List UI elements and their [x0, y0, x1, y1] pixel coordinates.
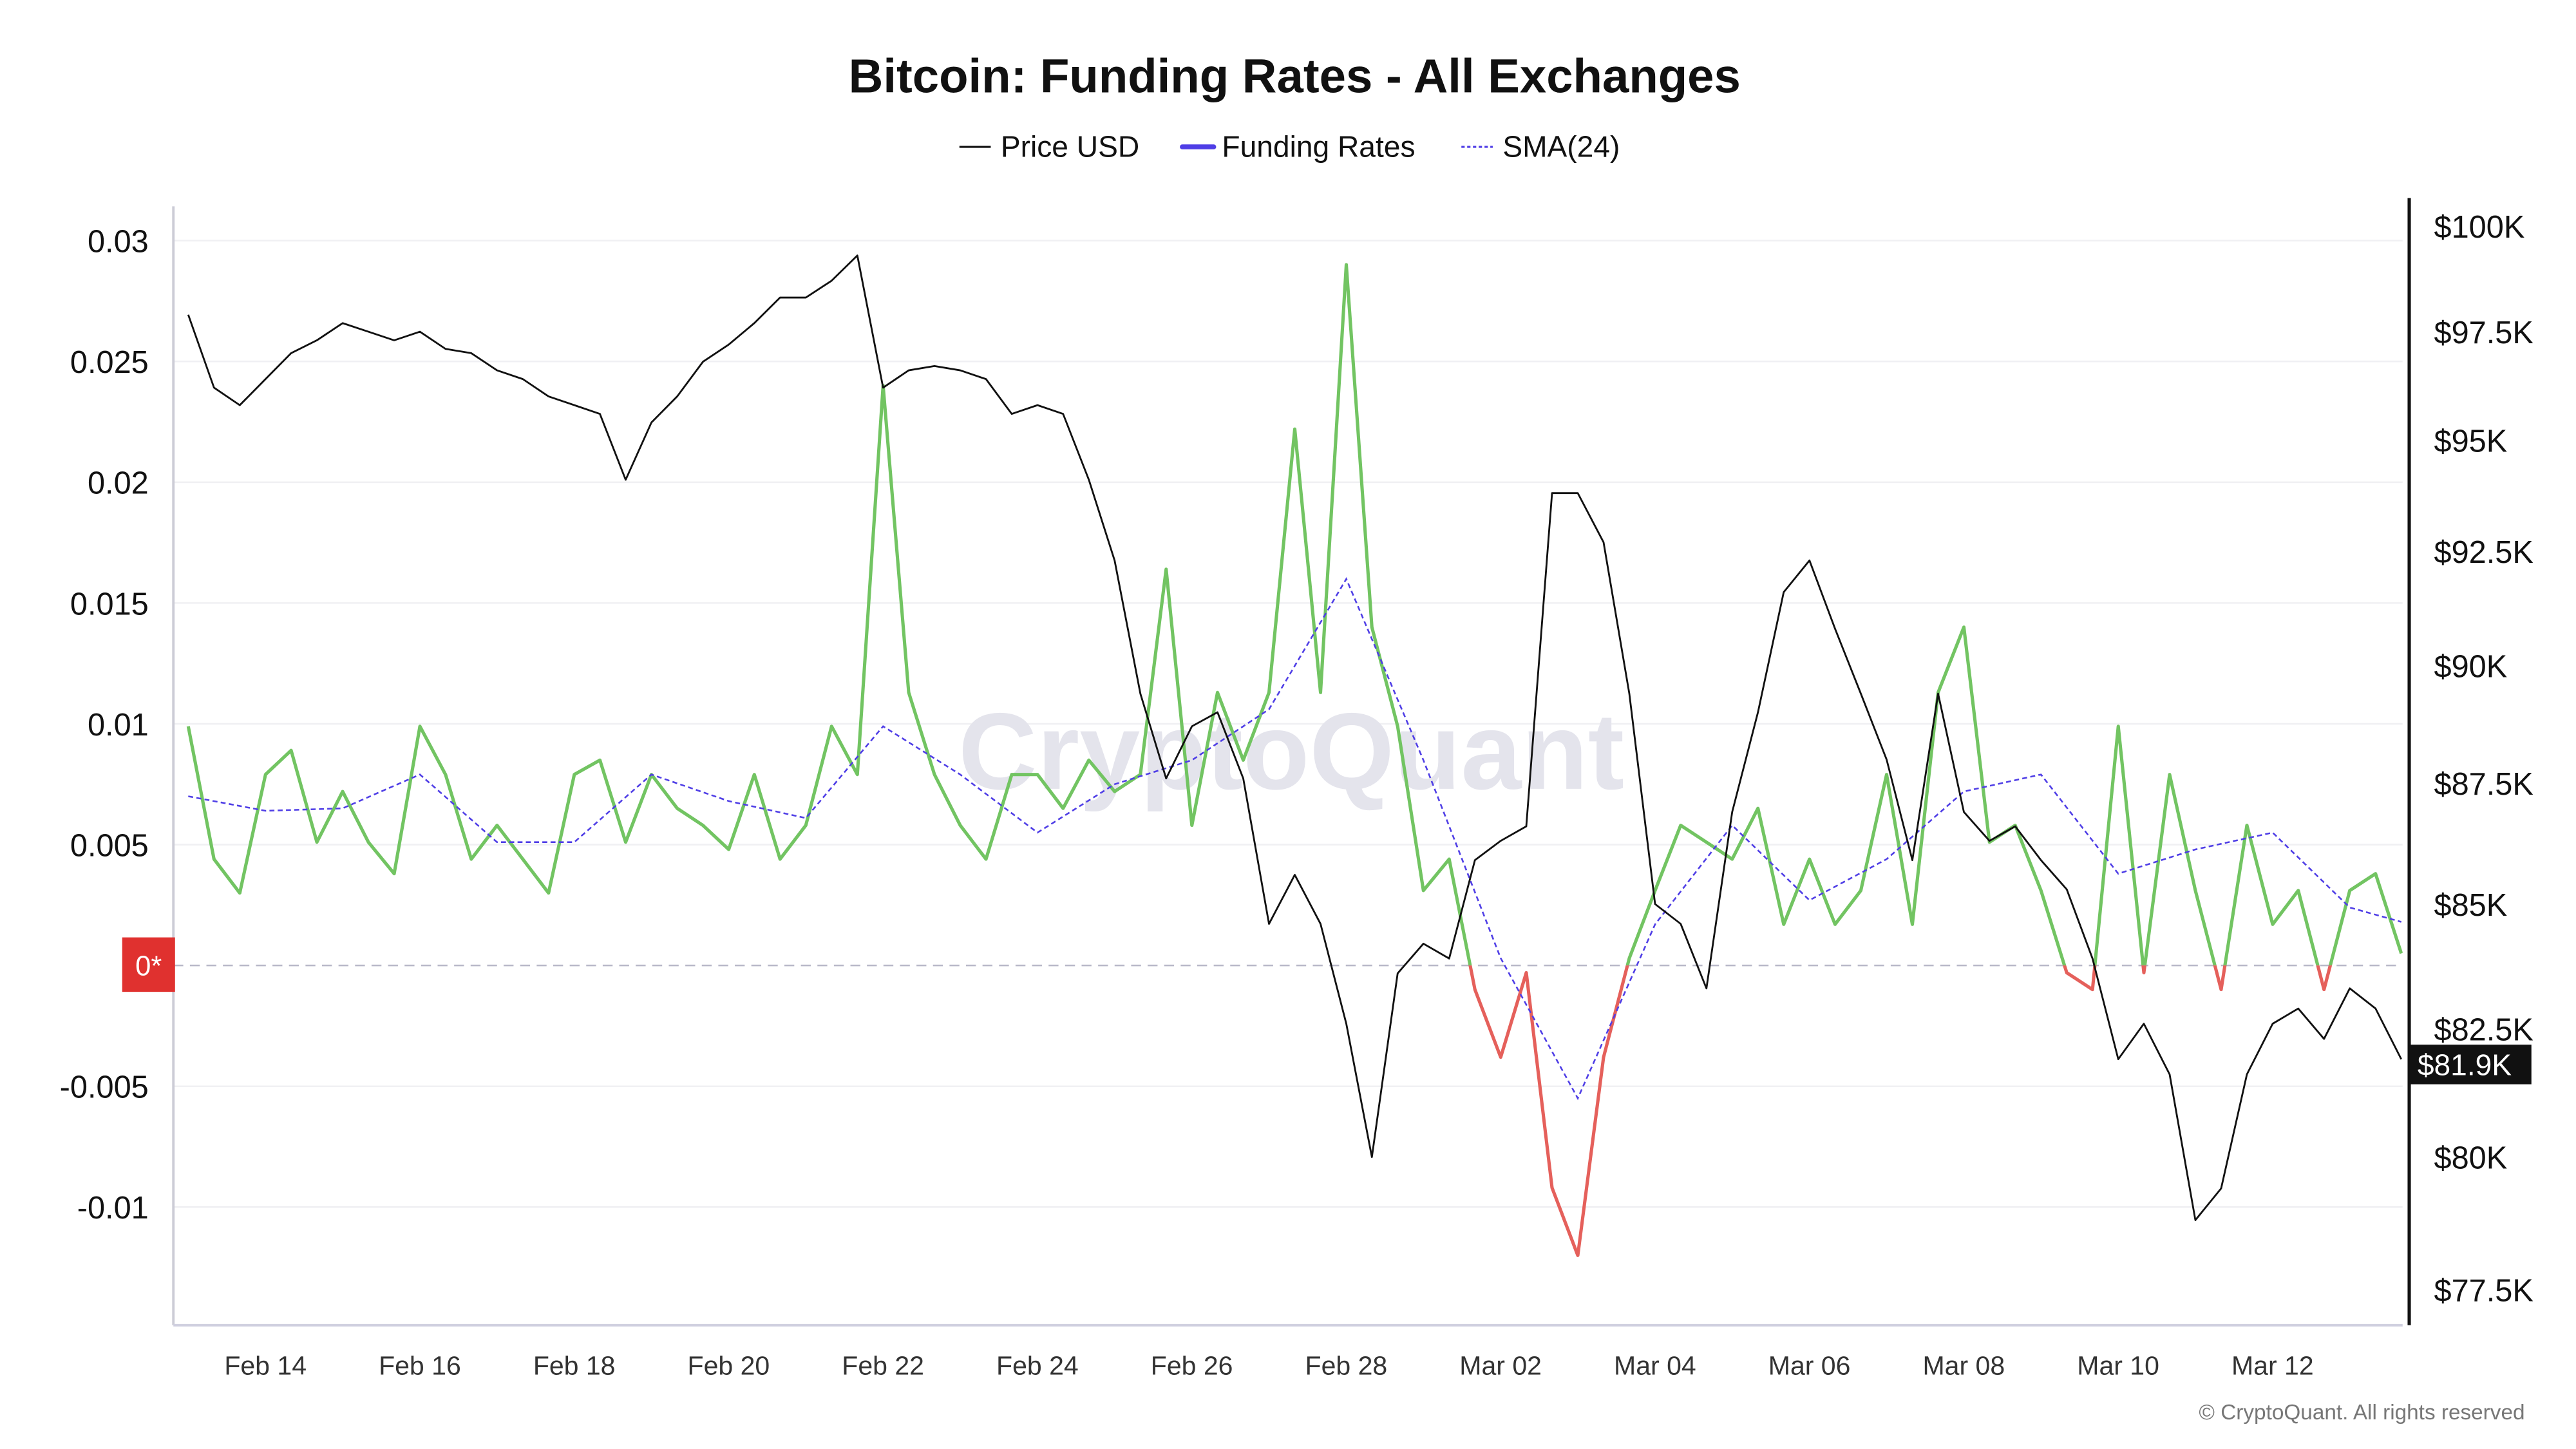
- gridlines: [173, 240, 2403, 1208]
- last-price-badge: $81.9K: [2409, 1045, 2532, 1084]
- right-tick-label: $87.5K: [2434, 767, 2533, 802]
- legend-price-label: Price USD: [1001, 129, 1139, 163]
- copyright: © CryptoQuant. All rights reserved: [2199, 1401, 2524, 1425]
- x-tick-label: Feb 26: [1151, 1351, 1233, 1381]
- legend-funding-label: Funding Rates: [1222, 129, 1415, 163]
- x-tick-label: Mar 06: [1768, 1351, 1851, 1381]
- left-tick-label: -0.005: [60, 1070, 149, 1105]
- x-tick-label: Feb 22: [842, 1351, 924, 1381]
- legend-item-price[interactable]: Price USD: [959, 129, 1139, 163]
- right-tick-label: $92.5K: [2434, 535, 2533, 570]
- price-usd-line: [187, 254, 2402, 1221]
- right-tick-label: $90K: [2434, 650, 2507, 685]
- x-axis-ticks: Feb 14 Feb 16 Feb 18 Feb 20 Feb 22 Feb 24 Feb …: [224, 1351, 2313, 1381]
- right-tick-label: $82.5K: [2434, 1012, 2533, 1047]
- legend-item-sma[interactable]: SMA(24): [1461, 129, 1620, 163]
- zero-badge: 0*: [122, 937, 175, 992]
- left-tick-label: 0.02: [88, 466, 149, 501]
- right-tick-label: $100K: [2434, 210, 2524, 245]
- x-tick-label: Feb 20: [688, 1351, 770, 1381]
- series-layer: [186, 254, 2403, 1257]
- watermark: CryptoQuant: [958, 690, 1624, 812]
- legend: Price USD Funding Rates SMA(24): [959, 129, 1620, 163]
- right-tick-label: $85K: [2434, 888, 2507, 923]
- x-tick-label: Mar 08: [1923, 1351, 2005, 1381]
- x-tick-label: Feb 18: [533, 1351, 616, 1381]
- left-tick-label: 0.03: [88, 225, 149, 260]
- left-tick-label: 0.025: [70, 345, 149, 380]
- left-axis-ticks: 0.03 0.025 0.02 0.015 0.01 0.005 -0.005 -0.01: [60, 225, 149, 1226]
- left-tick-label: -0.01: [77, 1191, 149, 1226]
- x-tick-label: Feb 16: [379, 1351, 461, 1381]
- chart-title: Bitcoin: Funding Rates - All Exchanges: [849, 50, 1741, 103]
- right-tick-label: $77.5K: [2434, 1273, 2533, 1308]
- x-tick-label: Feb 24: [996, 1351, 1079, 1381]
- last-price-label: $81.9K: [2418, 1048, 2512, 1082]
- legend-sma-label: SMA(24): [1502, 129, 1620, 163]
- last-price-badge-bg: [2409, 1045, 2532, 1084]
- x-tick-label: Feb 14: [224, 1351, 307, 1381]
- left-tick-label: 0.015: [70, 587, 149, 621]
- left-tick-label: 0.01: [88, 708, 149, 743]
- right-tick-label: $80K: [2434, 1141, 2507, 1176]
- x-tick-label: Feb 28: [1305, 1351, 1388, 1381]
- sma-24-line: [188, 577, 2402, 1101]
- x-tick-label: Mar 10: [2077, 1351, 2159, 1381]
- right-tick-label: $95K: [2434, 424, 2507, 459]
- funding-rates-line-positive: [186, 263, 2403, 966]
- x-tick-label: Mar 04: [1614, 1351, 1696, 1381]
- x-tick-label: Mar 12: [2231, 1351, 2314, 1381]
- zero-badge-bg: [122, 937, 175, 992]
- legend-item-funding[interactable]: Funding Rates: [1180, 129, 1416, 163]
- left-tick-label: 0.005: [70, 829, 149, 864]
- x-tick-label: Mar 02: [1459, 1351, 1542, 1381]
- right-axis-ticks: $100K $97.5K $95K $92.5K $90K $87.5K $85K $82.5…: [2434, 210, 2533, 1308]
- zero-badge-label: 0*: [135, 951, 162, 982]
- right-tick-label: $97.5K: [2434, 316, 2533, 350]
